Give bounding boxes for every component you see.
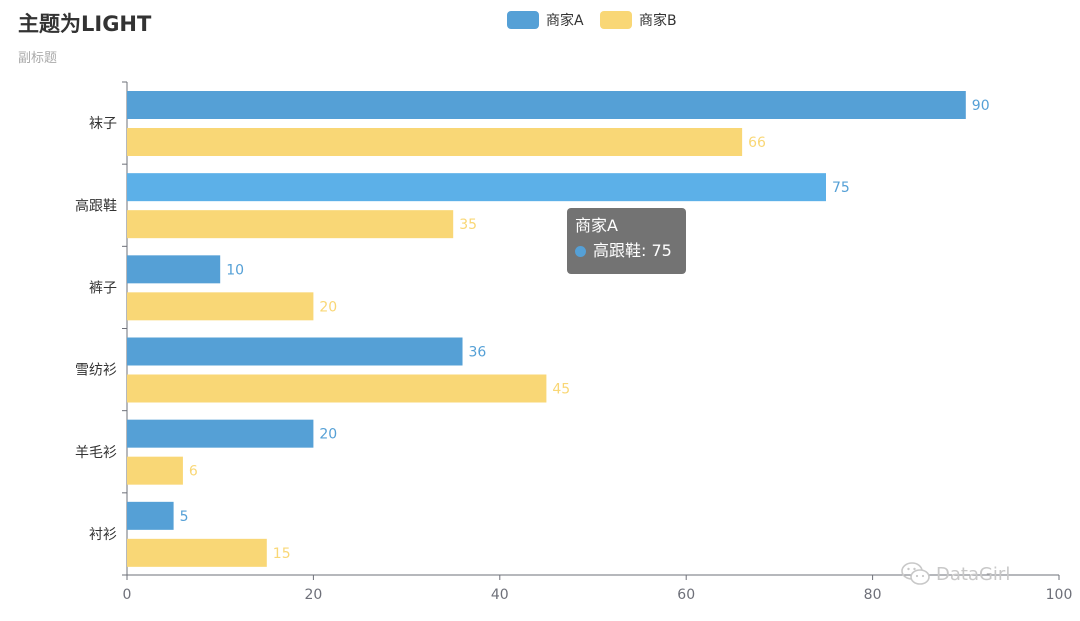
wechat-icon [901,562,930,585]
legend-item-merchant-b[interactable]: 商家B [600,10,677,30]
legend-swatch-merchant-a [507,11,539,29]
data-label-merchant-a: 36 [469,345,487,361]
x-tick-label: 60 [677,587,695,603]
x-tick-label: 100 [1046,587,1073,603]
data-label-merchant-b: 20 [319,299,337,315]
bar-merchant-b [127,292,314,321]
legend-label-merchant-a: 商家A [546,13,584,29]
bar-merchant-a [127,255,221,284]
x-tick-label: 40 [491,587,509,603]
x-tick-label: 20 [304,587,322,603]
bar-merchant-a [127,419,314,448]
y-category-label: 雪纺衫 [75,363,117,379]
tooltip-row: 高跟鞋: 75 [575,238,678,264]
tooltip-marker-dot [575,245,586,257]
data-label-merchant-b: 6 [189,464,198,480]
y-category-label: 羊毛衫 [75,445,117,461]
legend-label-merchant-b: 商家B [639,13,677,29]
legend-item-merchant-a[interactable]: 商家A [507,10,584,30]
data-label-merchant-a: 90 [972,98,990,114]
bar-merchant-b [127,456,183,485]
data-label-merchant-a: 5 [180,509,189,525]
chart-subtitle: 副标题 [18,51,58,66]
data-label-merchant-b: 15 [273,546,291,562]
legend-swatch-merchant-b [600,11,632,29]
tooltip: 商家A 高跟鞋: 75 [567,208,686,274]
x-tick-label: 80 [864,587,882,603]
tooltip-series-name: 商家A [575,216,618,235]
y-category-label: 衬衫 [89,527,117,543]
bar-merchant-b [127,128,743,156]
data-label-merchant-a: 75 [832,180,850,196]
bar-merchant-a [127,337,463,366]
data-label-merchant-a: 20 [319,427,337,443]
bar-merchant-a [127,173,826,202]
bar-merchant-b [127,374,547,403]
tooltip-value-text: 高跟鞋: 75 [593,241,672,260]
bar-merchant-a [127,501,174,530]
x-tick-label: 0 [123,587,132,603]
data-label-merchant-a: 10 [226,262,244,278]
data-label-merchant-b: 35 [459,217,477,233]
bar-merchant-a [127,91,966,119]
chart-title: 主题为LIGHT [18,12,152,36]
bar-merchant-b [127,210,454,239]
bar-merchant-b [127,538,267,567]
data-label-merchant-b: 66 [748,135,766,151]
y-category-label: 袜子 [89,116,117,132]
data-label-merchant-b: 45 [552,382,570,398]
y-category-label: 高跟鞋 [75,197,117,214]
watermark-text: DataGirl [936,563,1011,585]
watermark: DataGirl [900,561,1010,587]
y-category-label: 裤子 [89,280,117,296]
